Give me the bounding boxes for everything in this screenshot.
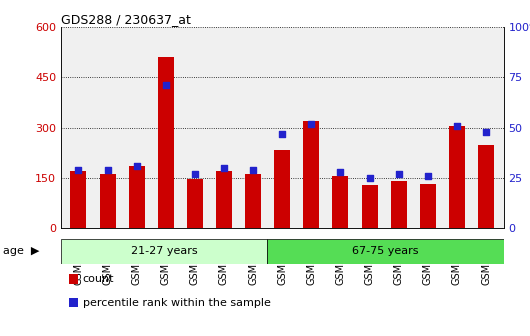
Point	[365, 175, 374, 181]
Text: percentile rank within the sample: percentile rank within the sample	[83, 298, 270, 308]
Bar	[61, 239, 268, 264]
Bar	[245, 174, 261, 228]
Bar	[420, 184, 436, 228]
Bar	[129, 166, 145, 228]
Bar	[100, 174, 116, 228]
Bar	[274, 150, 290, 228]
Point	[249, 167, 258, 173]
Bar	[361, 185, 377, 228]
Bar	[478, 145, 494, 228]
Point	[394, 171, 403, 177]
Bar	[70, 171, 86, 228]
Bar	[449, 126, 465, 228]
Point	[191, 171, 199, 177]
Bar	[69, 275, 78, 284]
Bar	[268, 239, 503, 264]
Text: age  ▶: age ▶	[3, 246, 39, 256]
Bar	[332, 176, 348, 228]
Point	[336, 169, 344, 175]
Point	[132, 163, 141, 169]
Point	[278, 131, 287, 136]
Text: 21-27 years: 21-27 years	[131, 246, 198, 256]
Point	[103, 167, 112, 173]
Bar	[303, 121, 320, 228]
Point	[453, 123, 461, 128]
Bar	[69, 298, 78, 307]
Point	[74, 167, 83, 173]
Text: count: count	[83, 274, 114, 284]
Point	[220, 165, 228, 171]
Text: 67-75 years: 67-75 years	[352, 246, 419, 256]
Bar	[216, 171, 232, 228]
Point	[423, 173, 432, 179]
Bar	[187, 179, 203, 228]
Point	[307, 121, 315, 126]
Text: GDS288 / 230637_at: GDS288 / 230637_at	[61, 13, 191, 26]
Point	[482, 129, 490, 134]
Point	[162, 83, 170, 88]
Bar	[158, 57, 174, 228]
Bar	[391, 181, 407, 228]
